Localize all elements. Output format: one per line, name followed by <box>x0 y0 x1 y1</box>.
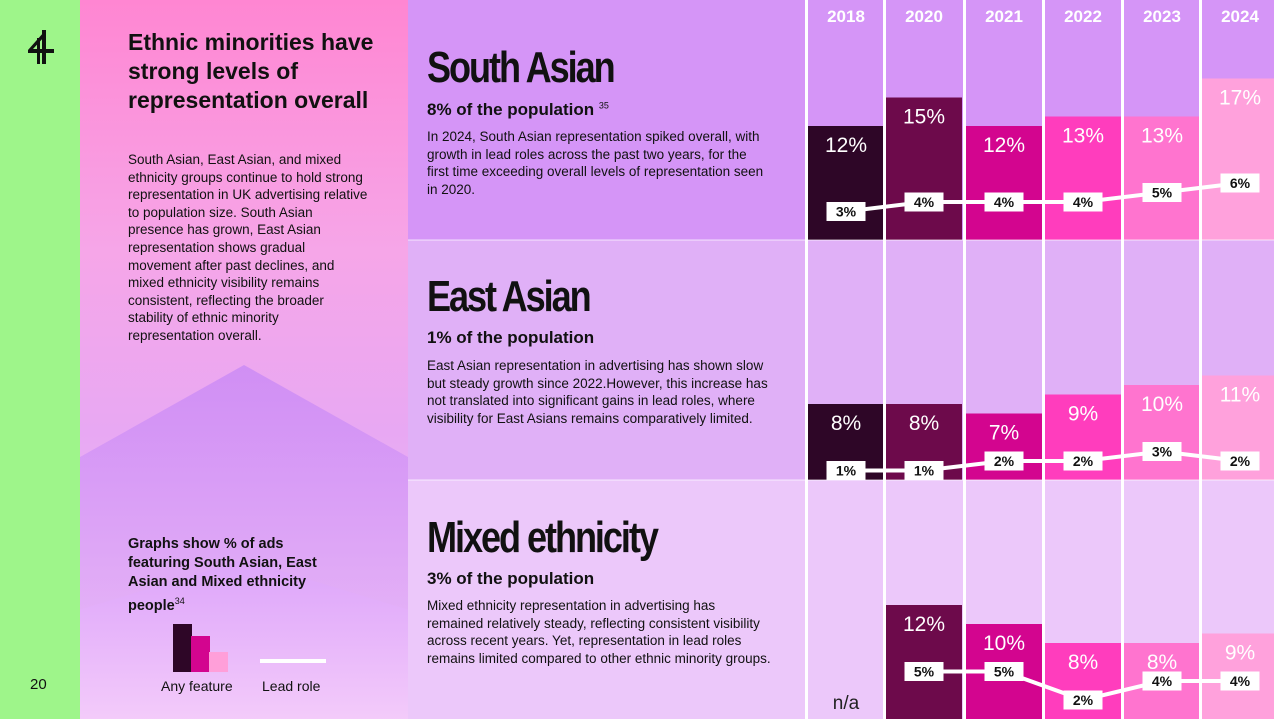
lead-role-marker <box>1220 173 1260 193</box>
bar-value-label: 10% <box>983 632 1025 655</box>
year-label-2021: 2021 <box>985 7 1023 26</box>
lead-role-marker <box>904 192 944 212</box>
intro-body: South Asian, East Asian, and mixed ethni… <box>128 152 368 343</box>
column-divider <box>963 0 966 719</box>
bar-value-label: 8% <box>831 412 861 435</box>
bar-value-label: 11% <box>1220 384 1260 407</box>
lead-role-marker <box>984 451 1024 471</box>
lead-role-label: 2% <box>1073 692 1094 708</box>
population-south-asian: 8% of the population 35 <box>427 100 609 119</box>
section-title-east-asian: East Asian <box>427 272 592 321</box>
section-title-south-asian: South Asian <box>427 43 616 92</box>
lead-role-marker <box>1063 690 1103 710</box>
year-label-2024: 2024 <box>1221 7 1259 26</box>
lead-role-marker <box>984 662 1024 681</box>
column-divider <box>883 0 886 719</box>
population-reference: 35 <box>598 100 609 111</box>
intro-title: Ethnic minorities have strong levels of … <box>128 29 374 113</box>
chart-note: Graphs show % of ads featuring South Asi… <box>128 536 317 614</box>
bar-value-label: 8% <box>909 412 939 435</box>
band-separator <box>408 479 1274 481</box>
text-east-asian: East Asian representation in advertising… <box>427 358 768 426</box>
year-label-2018: 2018 <box>827 7 865 26</box>
year-label-2020: 2020 <box>905 7 943 26</box>
lead-role-label: 4% <box>1073 194 1094 210</box>
bar-any-feature <box>1124 116 1200 240</box>
bar-value-label: 13% <box>1062 125 1104 148</box>
year-label-2022: 2022 <box>1064 7 1102 26</box>
text-south-asian: In 2024, South Asian representation spik… <box>427 129 764 197</box>
lead-role-marker <box>1142 183 1182 202</box>
band-separator <box>408 239 1274 241</box>
bar-value-label: 12% <box>983 134 1025 157</box>
bar-any-feature <box>1045 116 1121 240</box>
bar-any-feature <box>1202 78 1274 240</box>
bar-value-label: 9% <box>1068 403 1098 426</box>
lead-role-marker <box>1220 671 1260 691</box>
channel4-logo-icon <box>28 30 54 64</box>
lead-role-marker <box>826 202 866 221</box>
lead-role-marker <box>1142 442 1182 461</box>
lead-role-label: 4% <box>914 194 935 210</box>
column-divider <box>1042 0 1045 719</box>
lead-role-marker <box>1063 451 1103 471</box>
legend-lead-role: Lead role <box>262 678 321 694</box>
bar-any-feature <box>966 126 1042 240</box>
bar-value-label: 15% <box>903 106 945 129</box>
lead-role-marker <box>1063 192 1103 212</box>
bar-value-label: 12% <box>825 134 867 157</box>
bar-value-label: 10% <box>1141 393 1183 416</box>
lead-role-label: 2% <box>994 453 1015 469</box>
lead-role-marker <box>1142 671 1182 691</box>
population-east-asian: 1% of the population <box>427 328 595 347</box>
lead-role-label: 1% <box>914 463 935 479</box>
bar-value-label: 7% <box>989 422 1019 445</box>
column-divider <box>1121 0 1124 719</box>
lead-role-marker <box>826 461 866 480</box>
lead-role-label: 3% <box>836 204 857 220</box>
intro-panel: Ethnic minorities have strong levels of … <box>80 0 408 719</box>
bar-value-label: 13% <box>1141 125 1183 148</box>
lead-role-label: 4% <box>994 194 1015 210</box>
legend-any-feature: Any feature <box>161 678 233 694</box>
lead-role-label: 2% <box>1230 453 1251 469</box>
lead-role-label: 4% <box>1230 673 1251 689</box>
bar-value-label: 8% <box>1147 651 1177 674</box>
column-divider <box>805 0 808 719</box>
lead-role-label: 2% <box>1073 453 1094 469</box>
lead-role-label: 5% <box>1152 185 1173 201</box>
bar-any-feature <box>886 97 962 240</box>
bar-value-label: 9% <box>1225 642 1255 665</box>
legend-line-icon <box>260 659 326 663</box>
lead-role-marker <box>904 662 944 681</box>
lead-role-label: 4% <box>1152 673 1173 689</box>
text-mixed: Mixed ethnicity representation in advert… <box>427 598 771 666</box>
year-label-2023: 2023 <box>1143 7 1181 26</box>
lead-role-label: 5% <box>914 664 935 680</box>
section-title-mixed: Mixed ethnicity <box>427 513 659 562</box>
legend-bars-icon <box>173 624 233 672</box>
lead-role-label: 5% <box>994 664 1015 680</box>
page-number: 20 <box>30 676 47 693</box>
column-divider <box>1199 0 1202 719</box>
lead-role-marker <box>904 461 944 480</box>
lead-role-label: 3% <box>1152 444 1173 460</box>
lead-role-label: 1% <box>836 463 857 479</box>
lead-role-marker <box>1220 451 1260 471</box>
bar-value-label: 17% <box>1219 87 1261 110</box>
lead-role-marker <box>984 192 1024 212</box>
lead-role-label: 6% <box>1230 175 1251 191</box>
note-reference: 34 <box>174 596 185 606</box>
side-strip <box>0 0 80 719</box>
bar-any-feature <box>1124 385 1200 480</box>
bar-value-label: 12% <box>903 613 945 636</box>
population-mixed: 3% of the population <box>427 569 595 588</box>
na-label: n/a <box>833 693 860 714</box>
bar-value-label: 8% <box>1068 651 1098 674</box>
